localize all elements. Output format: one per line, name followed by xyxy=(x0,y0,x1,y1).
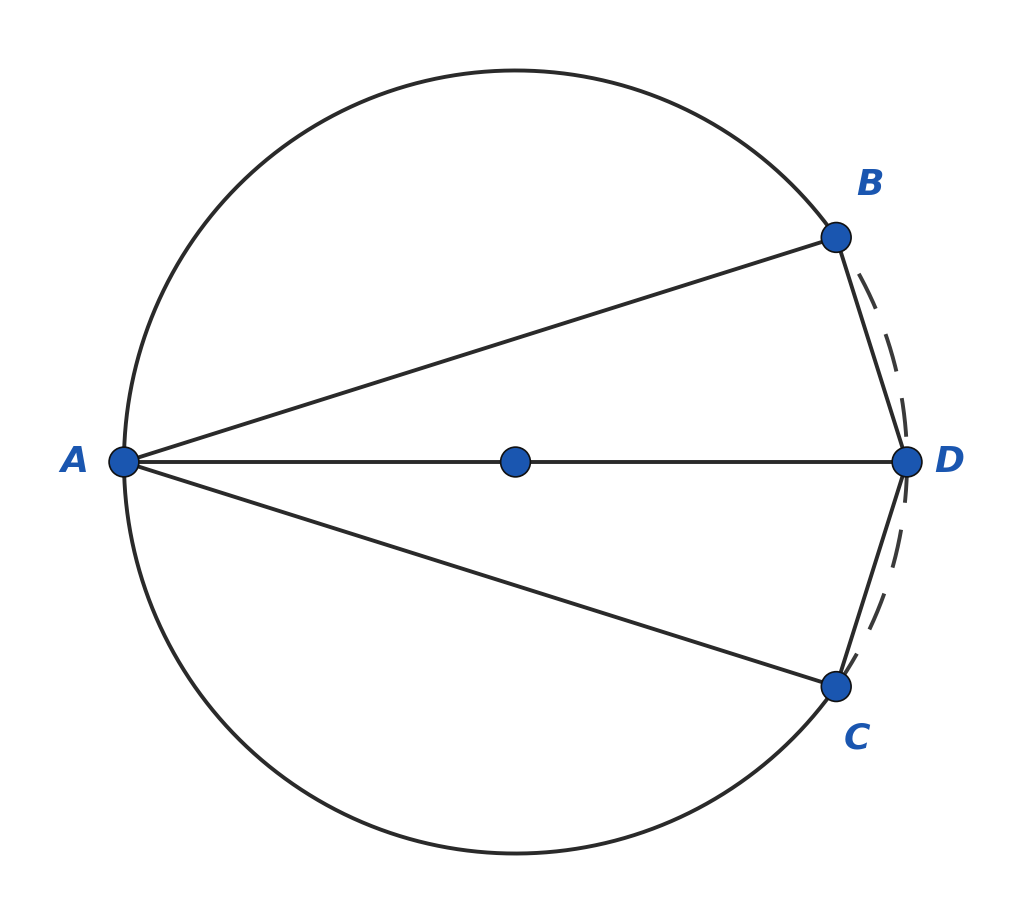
Circle shape xyxy=(822,223,852,252)
Circle shape xyxy=(109,447,139,477)
Text: B: B xyxy=(856,168,884,202)
Circle shape xyxy=(501,447,530,477)
Circle shape xyxy=(822,672,852,701)
Circle shape xyxy=(892,447,922,477)
Text: C: C xyxy=(844,722,870,756)
Text: D: D xyxy=(934,445,964,479)
Text: A: A xyxy=(61,445,89,479)
